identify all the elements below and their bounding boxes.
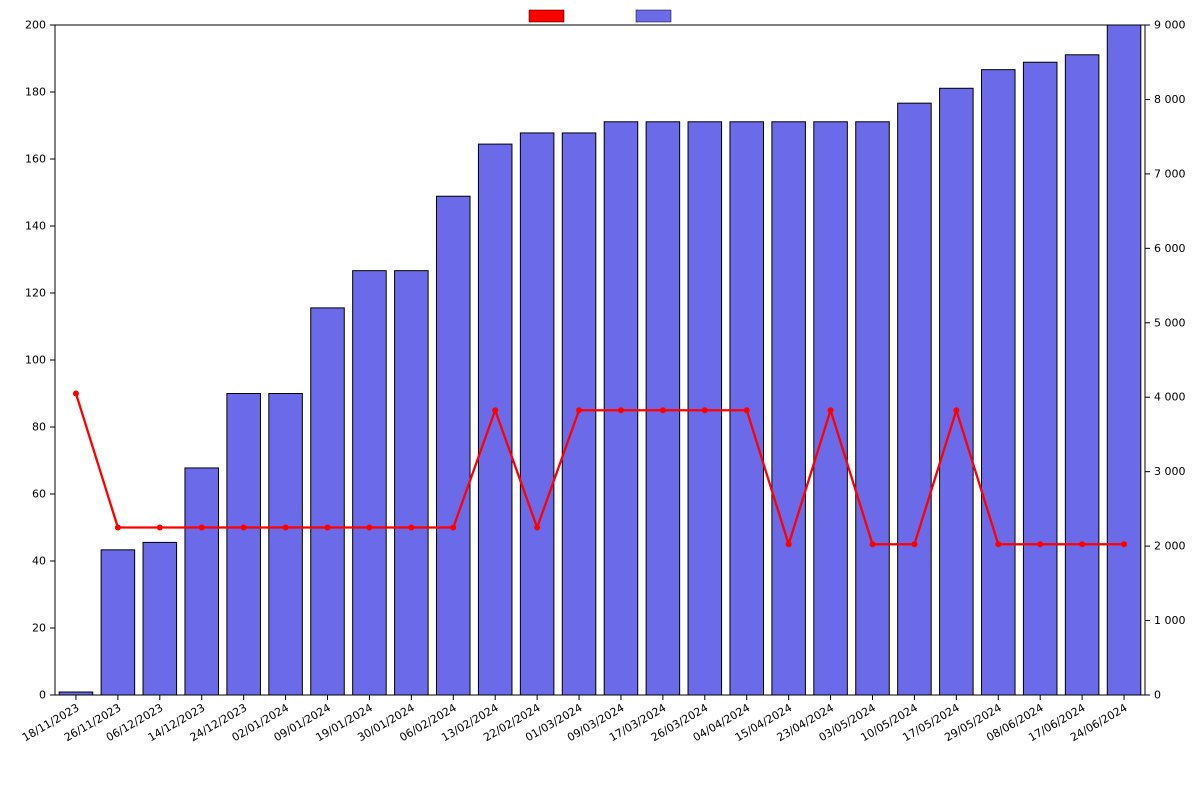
bar xyxy=(898,103,932,695)
bar xyxy=(982,70,1016,695)
right-axis-tick-label: 1 000 xyxy=(1154,614,1186,627)
line-marker xyxy=(786,541,792,547)
line-marker xyxy=(618,407,624,413)
bar xyxy=(101,550,135,695)
bar xyxy=(185,468,219,695)
line-marker xyxy=(199,525,205,531)
legend-item-line xyxy=(529,10,564,22)
bar xyxy=(143,542,177,695)
line-marker xyxy=(1037,541,1043,547)
bar xyxy=(353,271,387,695)
bar xyxy=(1023,62,1057,695)
left-axis-tick-label: 0 xyxy=(39,689,46,702)
right-axis-tick-label: 8 000 xyxy=(1154,93,1186,106)
line-marker xyxy=(911,541,917,547)
right-axis-tick-label: 0 xyxy=(1154,689,1161,702)
bar xyxy=(227,394,261,696)
left-axis-tick-label: 40 xyxy=(32,555,46,568)
right-axis-tick-label: 3 000 xyxy=(1154,465,1186,478)
line-marker xyxy=(366,525,372,531)
left-axis-tick-label: 80 xyxy=(32,421,46,434)
line-marker xyxy=(1121,541,1127,547)
left-axis-tick-label: 180 xyxy=(25,86,46,99)
line-marker xyxy=(870,541,876,547)
line-marker xyxy=(744,407,750,413)
right-axis-tick-label: 5 000 xyxy=(1154,316,1186,329)
dual-axis-bar-line-chart: 0 20 40 60 80 100 120 140 160 180 200 0 1 000 2 000 3 … xyxy=(0,0,1200,800)
right-axis-tick-label: 7 000 xyxy=(1154,167,1186,180)
legend-item-bar xyxy=(636,10,671,22)
bar xyxy=(1107,25,1141,695)
line-marker xyxy=(450,525,456,531)
left-axis-tick-label: 100 xyxy=(25,354,46,367)
bar xyxy=(311,308,345,695)
bar xyxy=(1065,55,1099,695)
bar xyxy=(562,133,596,695)
left-axis-tick-label: 140 xyxy=(25,220,46,233)
line-marker xyxy=(534,525,540,531)
bar xyxy=(395,271,429,695)
line-marker xyxy=(953,407,959,413)
bar xyxy=(478,144,512,695)
line-marker xyxy=(283,525,289,531)
line-marker xyxy=(241,525,247,531)
left-axis-tick-label: 20 xyxy=(32,622,46,635)
bar xyxy=(940,88,974,695)
bar xyxy=(520,133,554,695)
line-marker xyxy=(702,407,708,413)
line-marker xyxy=(408,525,414,531)
bar xyxy=(772,122,806,695)
line-marker xyxy=(325,525,331,531)
bar xyxy=(269,394,303,696)
line-marker xyxy=(995,541,1001,547)
bar xyxy=(437,196,471,695)
line-marker xyxy=(1079,541,1085,547)
line-marker xyxy=(492,407,498,413)
bar xyxy=(856,122,890,695)
bar xyxy=(59,692,93,695)
right-axis-tick-label: 6 000 xyxy=(1154,242,1186,255)
line-marker xyxy=(157,525,163,531)
line-marker xyxy=(115,525,121,531)
left-axis-tick-label: 120 xyxy=(25,287,46,300)
right-axis-tick-label: 4 000 xyxy=(1154,391,1186,404)
line-marker xyxy=(73,391,79,397)
line-marker xyxy=(660,407,666,413)
right-axis-tick-label: 2 000 xyxy=(1154,540,1186,553)
left-axis-tick-label: 200 xyxy=(25,19,46,32)
line-marker xyxy=(828,407,834,413)
line-marker xyxy=(576,407,582,413)
left-axis-tick-label: 160 xyxy=(25,153,46,166)
right-axis-tick-label: 9 000 xyxy=(1154,19,1186,32)
left-axis-tick-label: 60 xyxy=(32,488,46,501)
